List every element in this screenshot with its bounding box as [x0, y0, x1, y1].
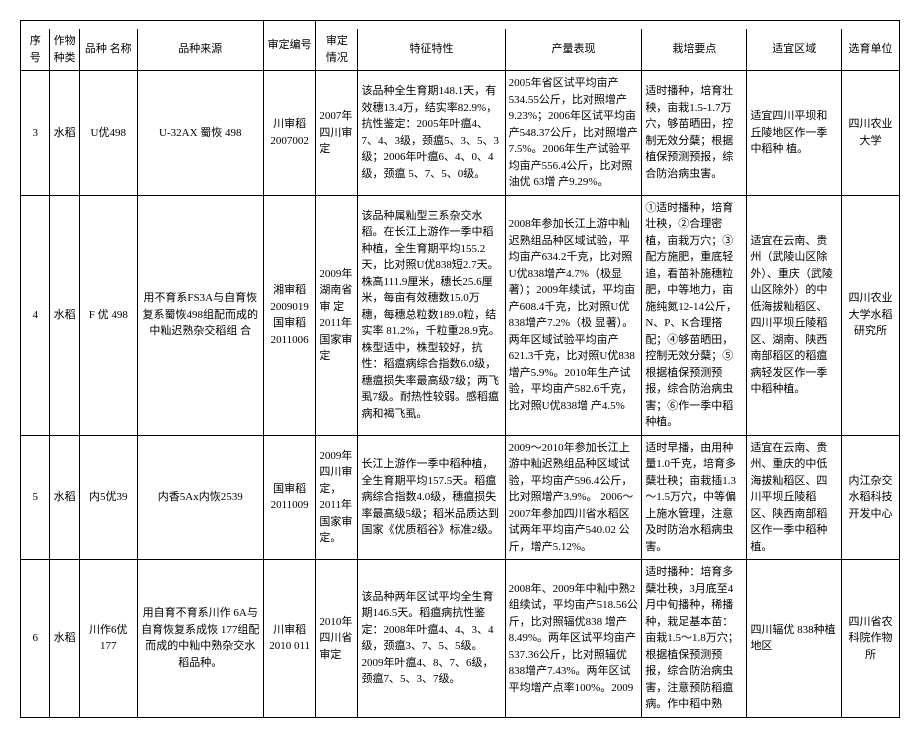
cell-source: U-32AX 蜀恢 498 [137, 71, 263, 196]
cell-source: 用不育系FS3A与自育恢复系蜀恢498组配而成的中籼迟熟杂交稻组 合 [137, 195, 263, 435]
cell-trait: 该品种属籼型三系杂交水稻。在长江上游作一季中稻种植，全生育期平均155.2天，比… [358, 195, 505, 435]
cell-region: 适宜四川平坝和丘陵地区作一季中稻种 植。 [747, 71, 842, 196]
cell-yield: 2009～2010年参加长江上游中籼迟熟组品种区域试验，平均亩产596.4公斤，… [505, 435, 642, 560]
table-row: 6水稻川作6优177用自育不育系川作 6A与自育恢复系成恢 177组配而成的中籼… [21, 560, 900, 718]
cell-source: 内香5Ax内恢2539 [137, 435, 263, 560]
cell-region: 适宜在云南、贵州、重庆的中低海拔籼稻区、四川平坝丘陵稻区、陕西南部稻区作一季中稻… [747, 435, 842, 560]
cell-num: 6 [21, 560, 50, 718]
cell-breeder: 四川农业大学水稻研究所 [842, 195, 900, 435]
header-num: 序 号 [21, 29, 50, 71]
cell-cultivation: 适时播种：培育多蘖壮秧，3月底至4月中旬播种，稀播种，栽足基本苗：亩栽1.5～1… [642, 560, 747, 718]
cell-variety: F 优 498 [79, 195, 137, 435]
cell-trait: 该品种全生育期148.1天，有效穗13.4万，结实率82.9%，抗性鉴定：200… [358, 71, 505, 196]
cell-situation: 2007年四川审定 [316, 71, 358, 196]
header-breeder: 选育单位 [842, 29, 900, 71]
header-source: 品种来源 [137, 29, 263, 71]
cell-approval: 川审稻2007002 [263, 71, 316, 196]
cell-variety: U优498 [79, 71, 137, 196]
cell-breeder: 内江杂交水稻科技开发中心 [842, 435, 900, 560]
table-header-row: 审定编号 [21, 21, 900, 30]
cell-trait: 该品种两年区试平均全生育期146.5天。稻瘟病抗性鉴定：2008年叶瘟4、4、3… [358, 560, 505, 718]
cell-cultivation: ①适时播种，培育壮秧，②合理密植，亩栽万穴；③配方施肥，重底轻追，看苗补施穗粒肥… [642, 195, 747, 435]
cell-variety: 内5优39 [79, 435, 137, 560]
cell-situation: 2010年四川省审定 [316, 560, 358, 718]
header-cultivation: 栽培要点 [642, 29, 747, 71]
cell-situation: 2009年四川审定，2011年国家审定。 [316, 435, 358, 560]
cell-cultivation: 适时早播，由用种量1.0千克，培育多蘖壮秧；亩栽插1.3～1.5万穴，中等偏上施… [642, 435, 747, 560]
cell-num: 3 [21, 71, 50, 196]
cell-yield: 2008年参加长江上游中籼迟熟组品种区域试验，平均亩产634.2千克，比对照U优… [505, 195, 642, 435]
rice-variety-table: 审定编号 序 号 作物种类 品种 名称 品种来源 审定 情况 特征特性 产量表现… [20, 20, 900, 718]
table-row: 4水稻F 优 498用不育系FS3A与自育恢复系蜀恢498组配而成的中籼迟熟杂交… [21, 195, 900, 435]
cell-variety: 川作6优177 [79, 560, 137, 718]
cell-region: 适宜在云南、贵州（武陵山区除外）、重庆（武陵山区除外）的中低海拔籼稻区、四川平坝… [747, 195, 842, 435]
cell-crop: 水稻 [50, 195, 79, 435]
header-region: 适宜区域 [747, 29, 842, 71]
table-row: 5水稻内5优39内香5Ax内恢2539国审稻20110092009年四川审定，2… [21, 435, 900, 560]
cell-crop: 水稻 [50, 560, 79, 718]
cell-breeder: 四川省农科院作物 所 [842, 560, 900, 718]
table-header-row2: 序 号 作物种类 品种 名称 品种来源 审定 情况 特征特性 产量表现 栽培要点… [21, 29, 900, 71]
cell-situation: 2009年湖南省审 定 2011年国家审定 [316, 195, 358, 435]
cell-approval: 国审稻2011009 [263, 435, 316, 560]
cell-approval: 湘审稻2009019 国审稻2011006 [263, 195, 316, 435]
header-situation: 审定 情况 [316, 29, 358, 71]
header-trait: 特征特性 [358, 29, 505, 71]
header-approval: 审定编号 [263, 21, 316, 71]
cell-yield: 2005年省区试平均亩产534.55公斤，比对照增产 9.23%；2006年区试… [505, 71, 642, 196]
cell-num: 4 [21, 195, 50, 435]
cell-source: 用自育不育系川作 6A与自育恢复系成恢 177组配而成的中籼中熟杂交水稻品种。 [137, 560, 263, 718]
header-variety: 品种 名称 [79, 29, 137, 71]
cell-crop: 水稻 [50, 435, 79, 560]
cell-breeder: 四川农业大学 [842, 71, 900, 196]
cell-approval: 川审稻2010 011 [263, 560, 316, 718]
cell-num: 5 [21, 435, 50, 560]
cell-crop: 水稻 [50, 71, 79, 196]
cell-yield: 2008年、2009年中籼中熟2组续试，平均亩产518.56公斤，比对照辐优83… [505, 560, 642, 718]
cell-cultivation: 适时播种，培育壮秧，亩栽1.5-1.7万穴，够苗晒田，控制无效分蘖；根据植保预测… [642, 71, 747, 196]
table-row: 3水稻U优498U-32AX 蜀恢 498川审稻20070022007年四川审定… [21, 71, 900, 196]
header-yield: 产量表现 [505, 29, 642, 71]
cell-trait: 长江上游作一季中稻种植，全生育期平均157.5天。稻瘟病综合指数4.0级，穗瘟损… [358, 435, 505, 560]
header-crop: 作物种类 [50, 29, 79, 71]
cell-region: 四川辐优 838种植地区 [747, 560, 842, 718]
